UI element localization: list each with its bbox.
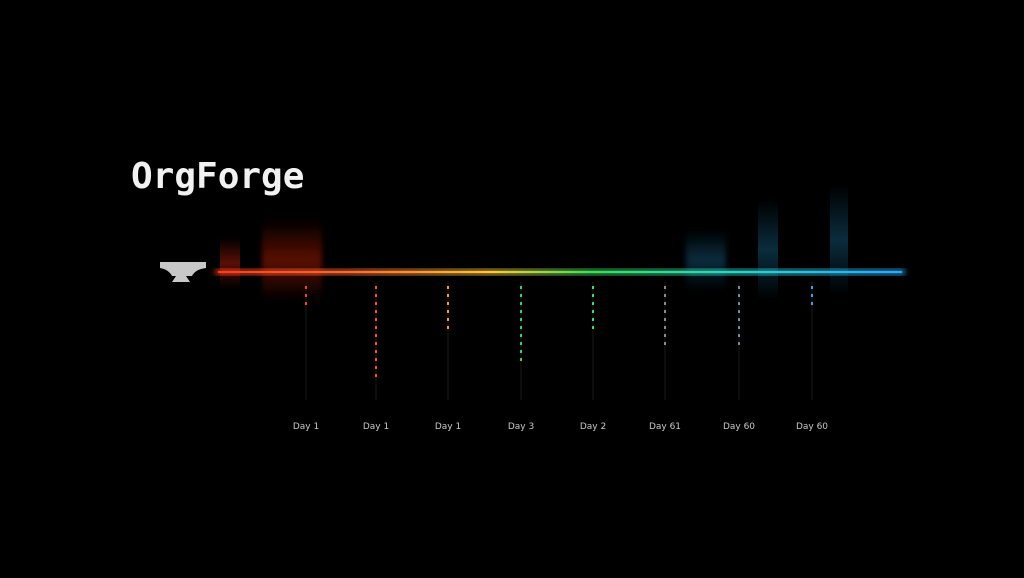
beam (218, 271, 902, 273)
event-dot (520, 342, 522, 345)
event-dot (664, 318, 666, 321)
event-dot (592, 302, 594, 305)
event-dot (305, 302, 307, 305)
event-dot (447, 326, 449, 329)
event-dot (664, 286, 666, 289)
event-dot (520, 286, 522, 289)
event-dot (738, 310, 740, 313)
event-dot (664, 294, 666, 297)
anvil-icon (160, 262, 206, 282)
day-label: Day 3 (508, 422, 534, 432)
event-dot (664, 326, 666, 329)
day-label: Day 2 (580, 422, 606, 432)
event-dot (520, 334, 522, 337)
event-dot (447, 286, 449, 289)
event-dot (375, 294, 377, 297)
event-dot (664, 310, 666, 313)
event-dot (520, 310, 522, 313)
day-label: Day 61 (649, 422, 681, 432)
event-dot (520, 326, 522, 329)
event-dot (664, 342, 666, 345)
event-dot (520, 294, 522, 297)
event-dot (811, 294, 813, 297)
event-dot (375, 310, 377, 313)
event-dot (375, 326, 377, 329)
title: OrgForge (131, 156, 304, 197)
event-dot (375, 318, 377, 321)
event-dot (447, 302, 449, 305)
event-dot (738, 286, 740, 289)
event-dot (305, 294, 307, 297)
event-dot (664, 334, 666, 337)
glow (262, 220, 322, 300)
day-label: Day 60 (723, 422, 755, 432)
event-dot (520, 318, 522, 321)
event-dot (447, 318, 449, 321)
event-dot (811, 302, 813, 305)
event-dot (520, 350, 522, 353)
event-dot (375, 302, 377, 305)
event-dot (592, 294, 594, 297)
event-dot (447, 294, 449, 297)
glow (758, 200, 778, 300)
event-dot (375, 358, 377, 361)
event-dot (738, 318, 740, 321)
event-dot (592, 310, 594, 313)
event-dot (592, 318, 594, 321)
event-dot (520, 302, 522, 305)
glow (220, 238, 240, 288)
event-dot (447, 310, 449, 313)
day-label: Day 1 (293, 422, 319, 432)
glow (686, 230, 726, 290)
event-dot (375, 342, 377, 345)
glow (830, 185, 848, 295)
event-dot (375, 366, 377, 369)
event-dot (305, 286, 307, 289)
timeline: Day 1 Day 1 Day 1 Day 3 Day 2 Day 61 Day 60 Day… (293, 282, 828, 432)
event-dot (738, 326, 740, 329)
event-dot (375, 334, 377, 337)
event-dot (592, 286, 594, 289)
day-label: Day 1 (435, 422, 461, 432)
day-label: Day 1 (363, 422, 389, 432)
day-label: Day 60 (796, 422, 828, 432)
event-dot (375, 374, 377, 377)
event-dot (375, 350, 377, 353)
event-dot (375, 286, 377, 289)
event-dot (738, 302, 740, 305)
event-dot (738, 342, 740, 345)
event-dot (811, 286, 813, 289)
event-dot (664, 302, 666, 305)
event-dot (738, 334, 740, 337)
event-dot (738, 294, 740, 297)
event-dot (592, 326, 594, 329)
event-dot (520, 358, 522, 361)
